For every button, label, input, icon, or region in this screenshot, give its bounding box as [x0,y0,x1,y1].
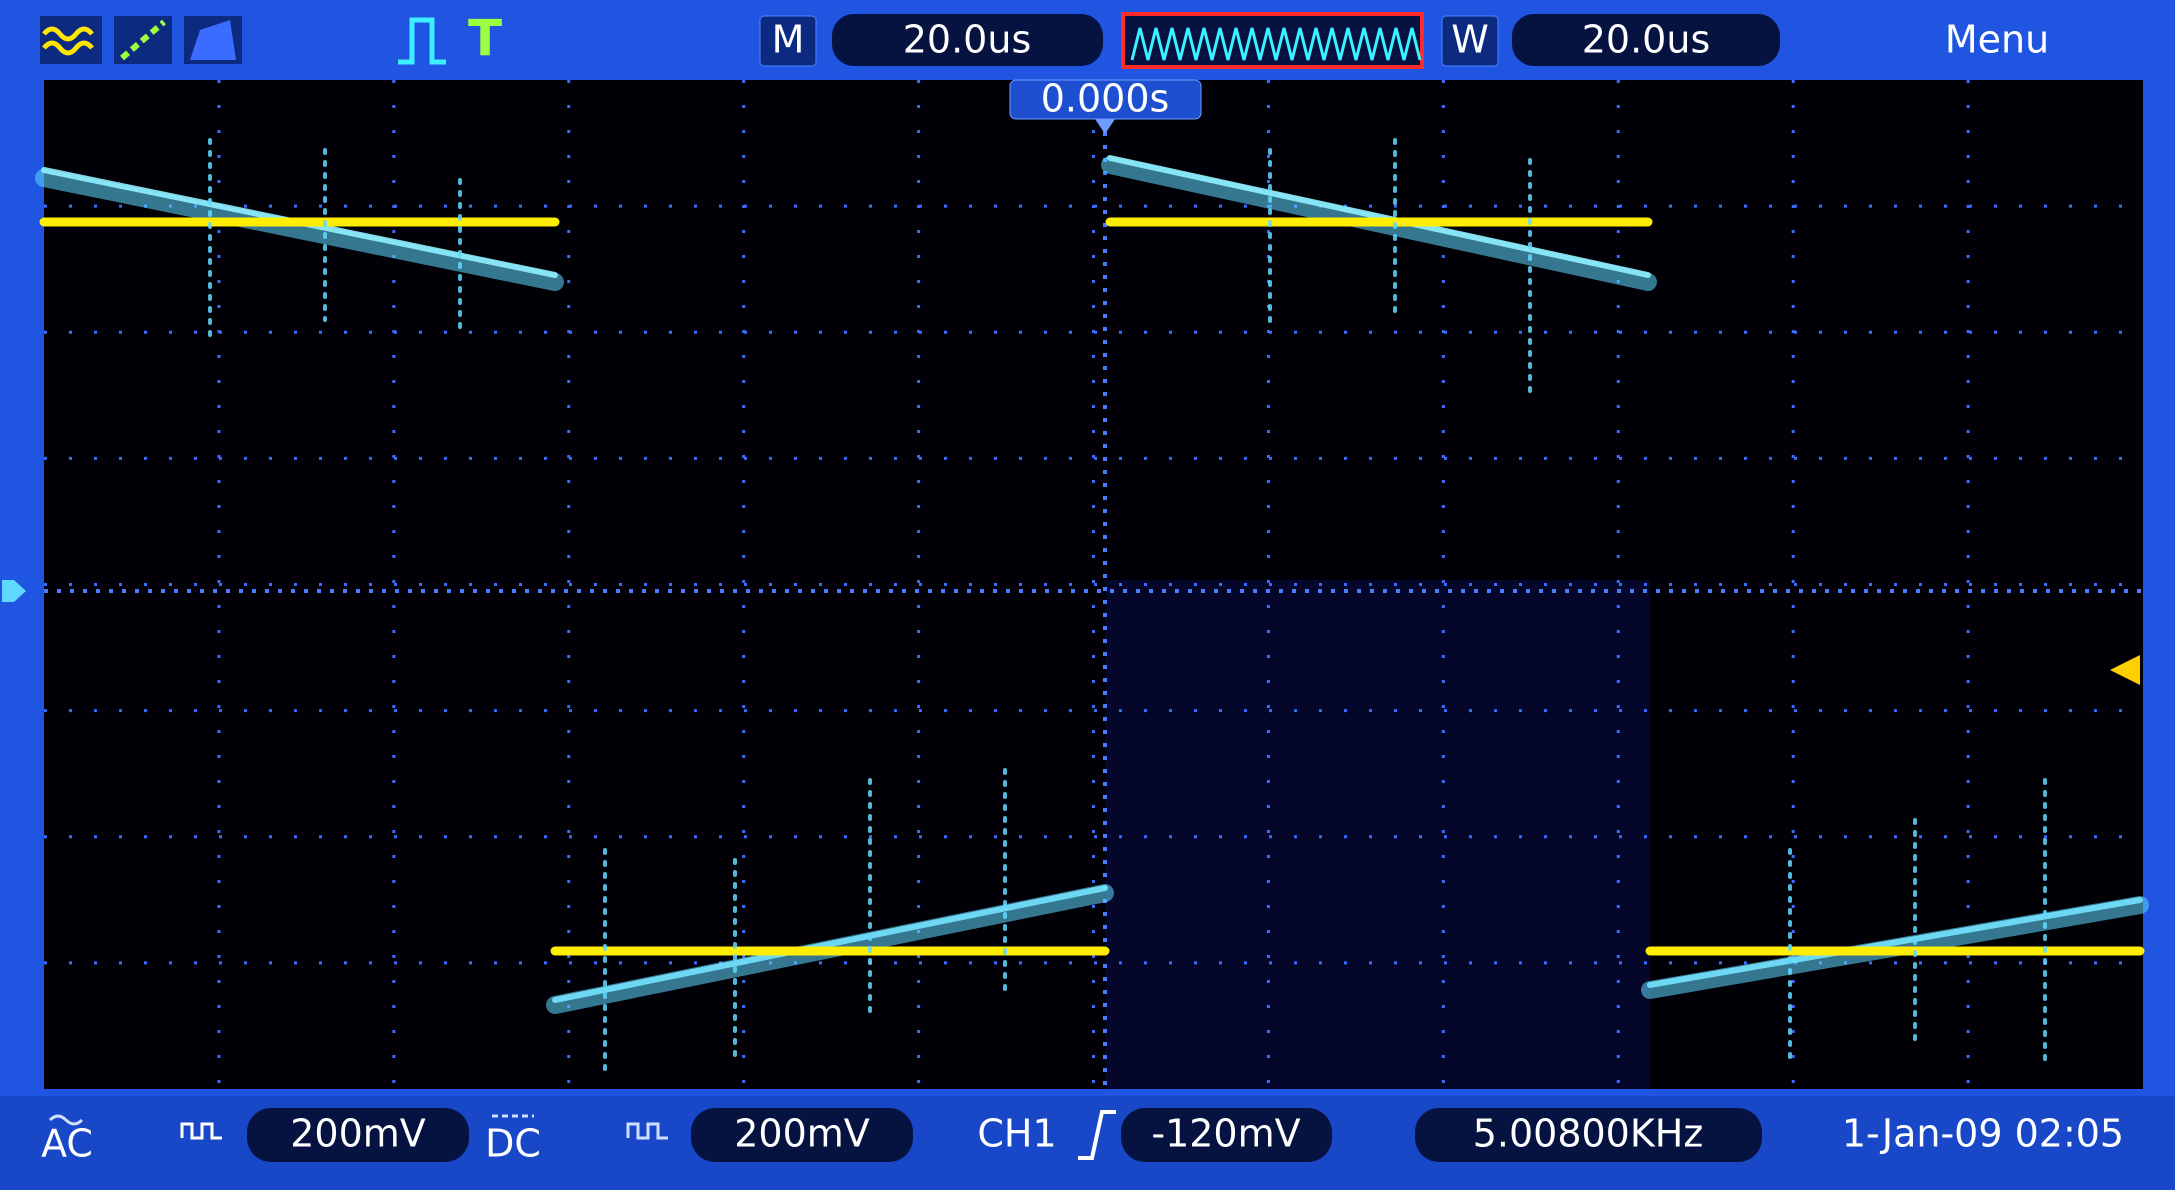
trigger-pointer [1095,119,1115,134]
memory-wave [1130,27,1422,61]
status-icons: T [40,10,502,68]
ch2-ringing [208,138,2047,1072]
ch2-scale: 200mV [734,1112,870,1156]
ch2-coupling: DC [485,1122,541,1166]
icon [626,1122,668,1140]
ch1-scale-box [247,1108,469,1162]
trigger-source: CH1 [977,1112,1056,1156]
m-box [759,15,817,67]
ch1-scale: 200mV [290,1112,426,1156]
trigger-level-marker [2110,655,2140,685]
ch-marker [2,580,26,602]
w-box [1441,15,1499,67]
timebase-box [832,14,1103,66]
trigger-edge-icon [1078,1110,1116,1160]
menu-button[interactable]: Menu [1945,18,2049,62]
icon [48,1114,84,1126]
window-timebase: 20.0us [1582,18,1711,62]
window-timebase-box [1512,14,1780,66]
frequency-box [1415,1108,1762,1162]
trigger-position: 0.000s [1041,77,1170,121]
m-label: M [772,18,805,62]
shade [1105,580,1650,1089]
icon [42,26,94,56]
icon [180,1122,222,1140]
ch1-coupling: AC [41,1122,93,1166]
trigger-level-box [1121,1108,1332,1162]
frequency: 5.00800KHz [1473,1112,1704,1156]
waveforms [35,138,2149,1072]
w-label: W [1451,18,1489,62]
icon [398,17,446,65]
icon [190,20,236,60]
datetime: 1-Jan-09 02:05 [1842,1112,2124,1156]
main-timebase: 20.0us [903,18,1032,62]
ch2-scale-box [691,1108,913,1162]
ch1-trace [39,217,2145,956]
trigger-level: -120mV [1151,1112,1300,1156]
icon [120,19,166,61]
icon: T [468,10,502,68]
